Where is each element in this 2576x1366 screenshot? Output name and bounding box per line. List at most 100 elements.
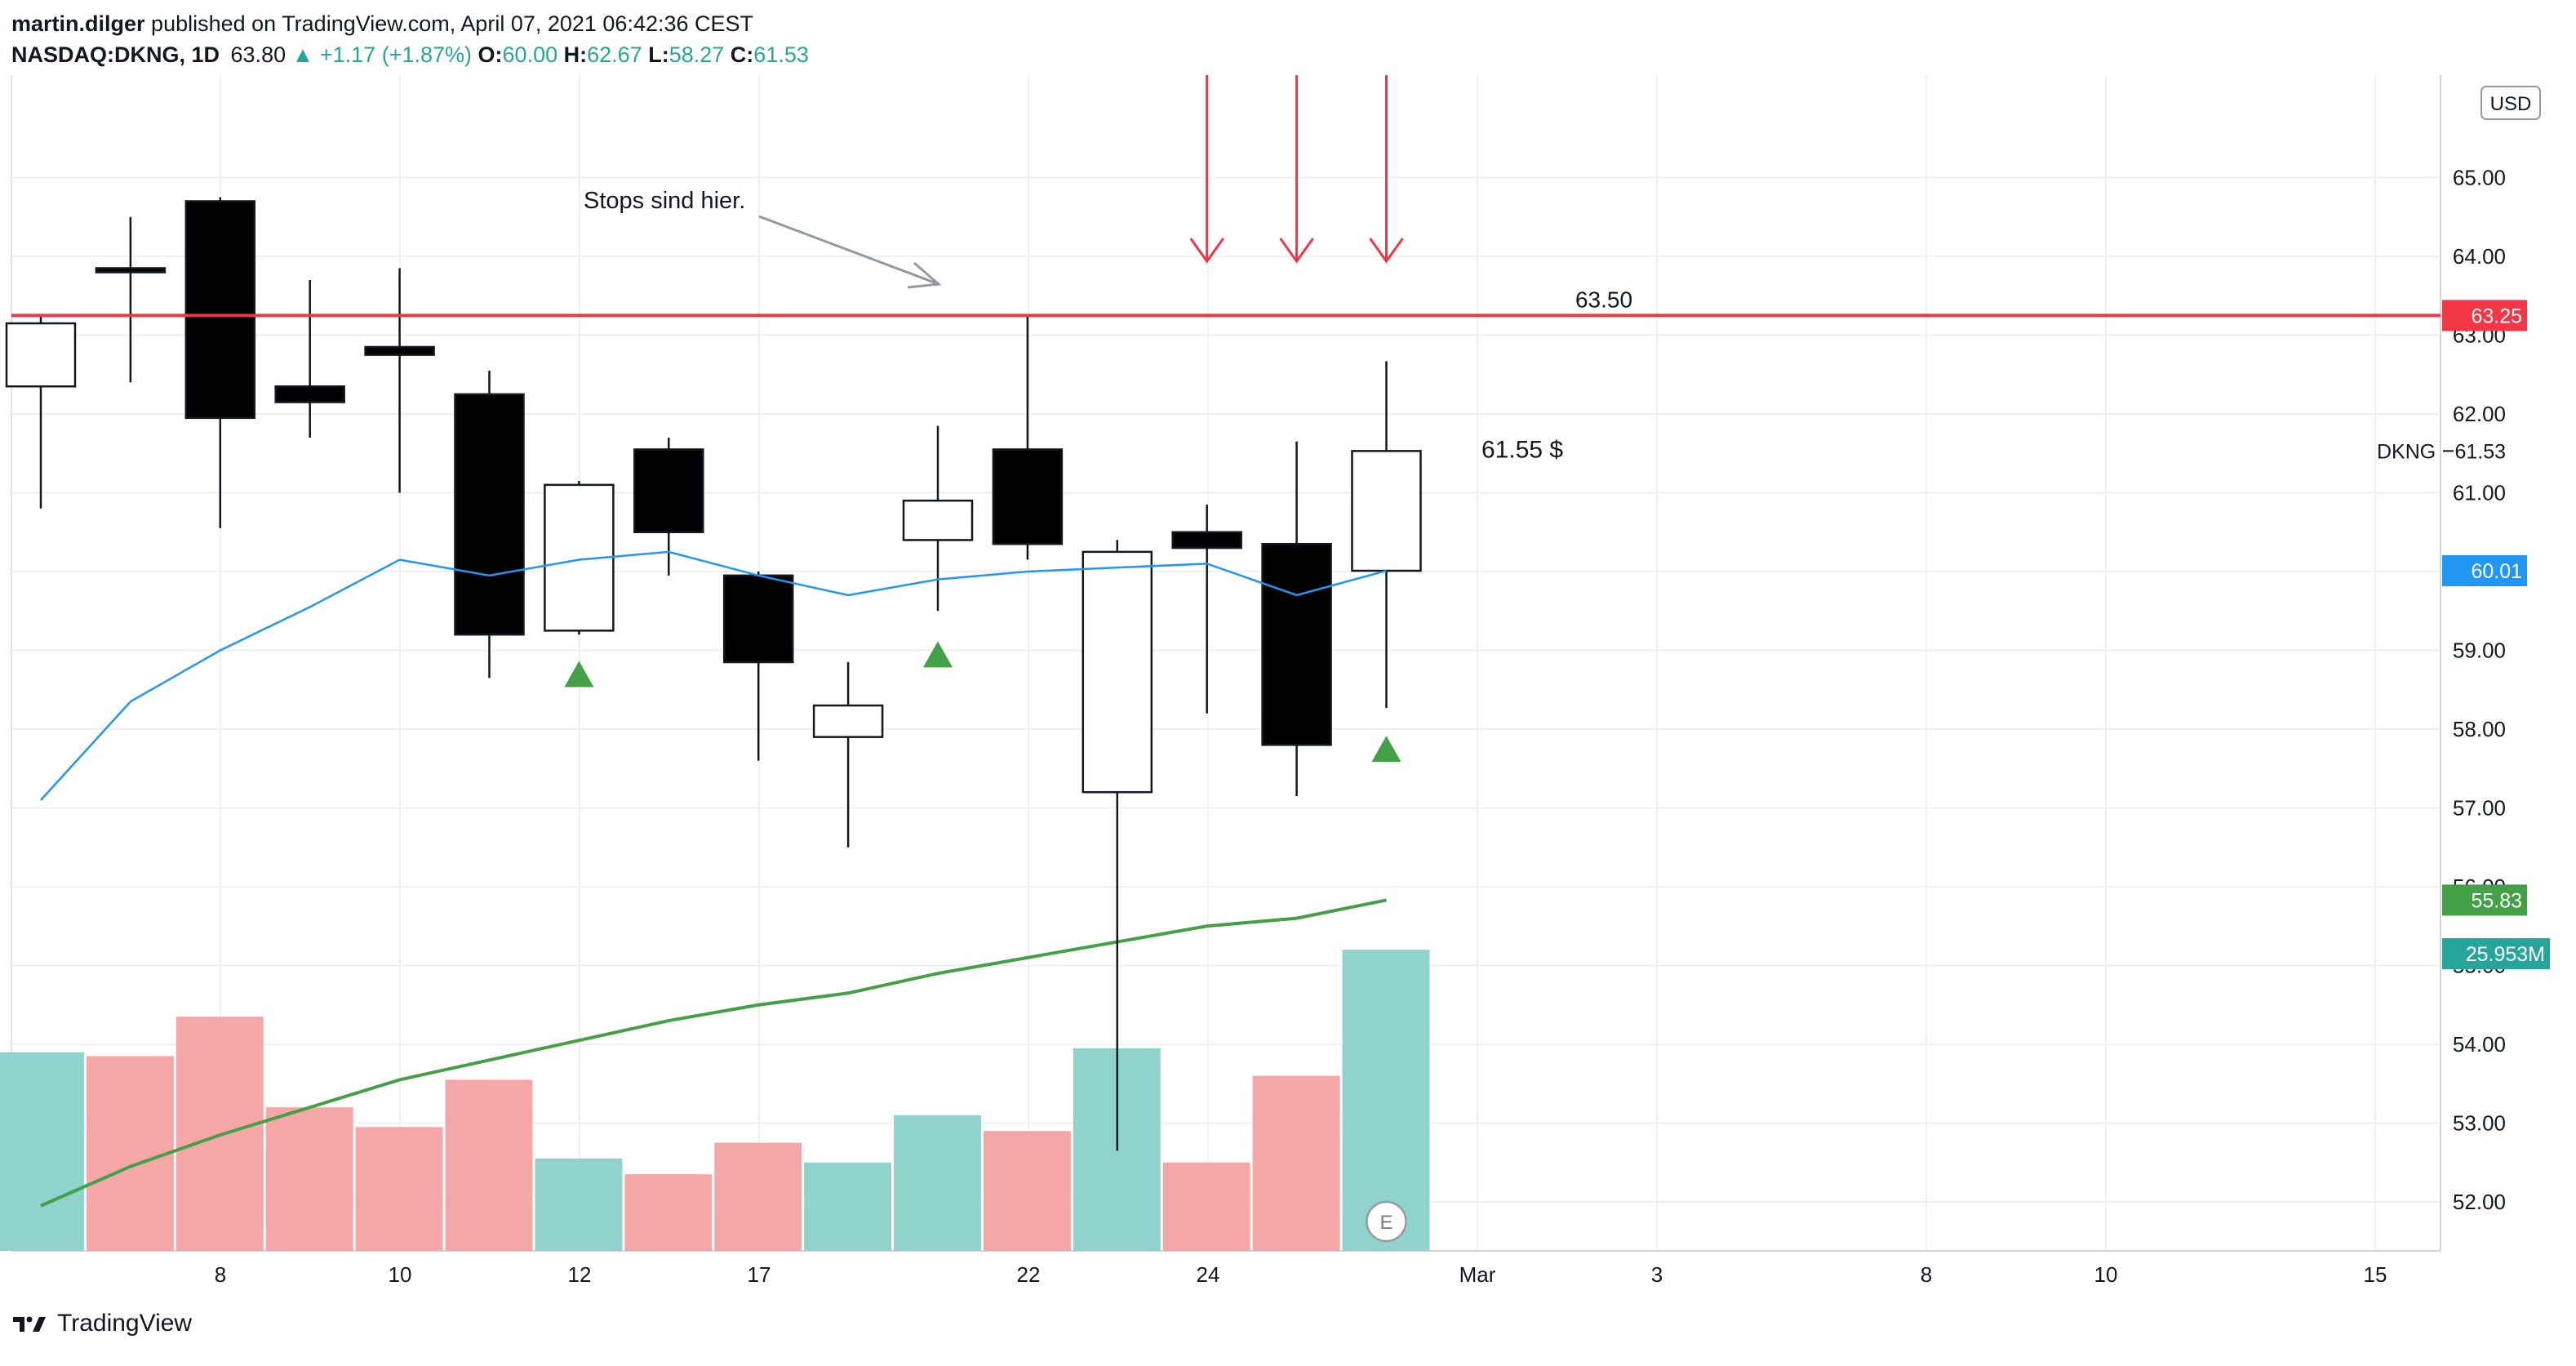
candle xyxy=(1351,361,1422,708)
buy-signal-triangle-icon xyxy=(1371,736,1401,763)
down-arrow-head xyxy=(1279,238,1314,264)
candle-body xyxy=(184,200,256,420)
candle-body xyxy=(812,704,884,738)
candle xyxy=(1081,540,1153,1151)
price-tick-label: 64.00 xyxy=(2453,244,2506,269)
volume-bar xyxy=(894,1115,981,1251)
price-tick-label: 59.00 xyxy=(2453,639,2506,663)
candle-body xyxy=(633,448,704,533)
ma-short-axis-label-badge xyxy=(2442,555,2527,587)
volume-bar xyxy=(983,1131,1071,1251)
change-value: +1.17 (+1.87%) xyxy=(319,42,473,67)
time-tick-label: 10 xyxy=(389,1262,412,1287)
ticker-axis-label: DKNG xyxy=(2377,440,2436,463)
candle xyxy=(95,216,167,383)
volume-bar xyxy=(535,1158,623,1251)
price-tick-label: 52.00 xyxy=(2453,1190,2506,1214)
candle xyxy=(1261,441,1332,797)
drawings: 63.50 61.55 $ Stops sind hier. E xyxy=(11,75,2441,1243)
author-name[interactable]: martin.dilger xyxy=(11,11,145,36)
candle-body xyxy=(992,448,1064,545)
candle-body xyxy=(95,267,167,274)
candle-body xyxy=(274,385,345,403)
time-tick-label: 24 xyxy=(1197,1262,1220,1287)
volume-bar xyxy=(1162,1162,1250,1251)
candle xyxy=(902,425,974,612)
price-tick-label: 54.00 xyxy=(2453,1032,2506,1057)
ma-long-axis-label-badge xyxy=(2442,884,2527,916)
volume-bar xyxy=(624,1174,713,1251)
candle xyxy=(5,315,77,509)
time-axis[interactable]: 8 10 12 17 22 24 Mar 3 8 10 15 xyxy=(215,1262,2387,1287)
time-tick-label: 8 xyxy=(215,1262,226,1287)
price-tick-label: 62.00 xyxy=(2453,402,2506,426)
candle xyxy=(1171,504,1242,714)
stops-annotation: Stops sind hier. xyxy=(584,188,745,214)
price-tick-label: 65.00 xyxy=(2453,166,2506,190)
footer: TradingView xyxy=(11,1310,192,1337)
symbol-label[interactable]: NASDAQ:DKNG, 1D xyxy=(11,42,220,67)
candle xyxy=(184,197,256,528)
price-chart[interactable]: 63.50 61.55 $ Stops sind hier. E 65.00 64.00… xyxy=(0,0,2576,1306)
volume-bar xyxy=(1252,1075,1340,1251)
candle-body xyxy=(1171,531,1242,550)
currency-label: USD xyxy=(2490,93,2532,115)
footer-brand[interactable]: TradingView xyxy=(57,1310,193,1337)
candle-body xyxy=(364,345,435,356)
volume-bar xyxy=(265,1107,353,1251)
ticker-axis-value: 61.53 xyxy=(2454,440,2506,463)
volume-bar xyxy=(1342,950,1430,1251)
candle-body xyxy=(902,499,974,541)
high-label: H: xyxy=(563,42,588,67)
ma-short-axis-label: 60.01 xyxy=(2471,560,2522,583)
last-price: 63.80 xyxy=(230,42,286,67)
candle xyxy=(454,370,525,679)
stop-axis-label-badge xyxy=(2442,300,2527,331)
candle-body xyxy=(1081,550,1153,794)
candle-body xyxy=(1261,542,1332,746)
tradingview-logo-icon[interactable] xyxy=(11,1312,49,1335)
ma-long-axis-label: 55.83 xyxy=(2471,889,2522,912)
down-arrow-head xyxy=(1189,238,1224,264)
close-value: 61.53 xyxy=(753,42,809,67)
price-note: 61.55 $ xyxy=(1481,436,1563,463)
low-value: 58.27 xyxy=(668,42,725,67)
ohlc-line: NASDAQ:DKNG, 1D 63.80 ▲ +1.17 (+1.87%) O… xyxy=(11,39,809,70)
chart-header: martin.dilger published on TradingView.c… xyxy=(11,8,809,70)
open-value: 60.00 xyxy=(502,42,558,67)
annotation-arrow-line xyxy=(758,215,939,286)
ma-short-line xyxy=(40,550,1387,801)
volume-bar xyxy=(804,1162,892,1251)
buy-signal-triangle-icon xyxy=(923,641,953,668)
candle xyxy=(364,268,435,493)
candle xyxy=(992,315,1064,560)
time-tick-label: 17 xyxy=(748,1262,771,1287)
down-arrow-head xyxy=(1369,238,1404,264)
volume-bar xyxy=(86,1056,174,1251)
volume-bar xyxy=(0,1052,84,1251)
close-label: C: xyxy=(730,42,754,67)
high-value: 62.67 xyxy=(587,42,642,67)
earnings-label: E xyxy=(1379,1212,1392,1234)
earnings-marker-icon xyxy=(1366,1200,1407,1243)
ma-long-line xyxy=(40,898,1387,1208)
candle xyxy=(812,661,884,848)
buy-signal-triangle-icon xyxy=(564,661,594,687)
currency-box xyxy=(2481,86,2541,120)
candle-body xyxy=(1351,450,1422,572)
volume-axis-badge xyxy=(2442,938,2550,970)
ma-long-path xyxy=(40,898,1387,1208)
publish-line: martin.dilger published on TradingView.c… xyxy=(11,8,809,39)
price-axis[interactable]: 65.0064.0063.0062.0061.0060.0059.0058.00… xyxy=(2377,86,2550,1214)
price-tick-label: 61.00 xyxy=(2453,481,2506,505)
candle-body xyxy=(454,393,525,636)
candles xyxy=(5,197,1422,1151)
price-tick-label: 53.00 xyxy=(2453,1111,2506,1136)
candle xyxy=(722,572,794,761)
price-tick-label: 57.00 xyxy=(2453,796,2506,821)
volume-bars xyxy=(0,950,1430,1251)
low-label: L: xyxy=(648,42,669,67)
candle-body xyxy=(5,322,77,388)
ma-short-path xyxy=(40,550,1387,801)
time-tick-label: 10 xyxy=(2094,1262,2118,1287)
